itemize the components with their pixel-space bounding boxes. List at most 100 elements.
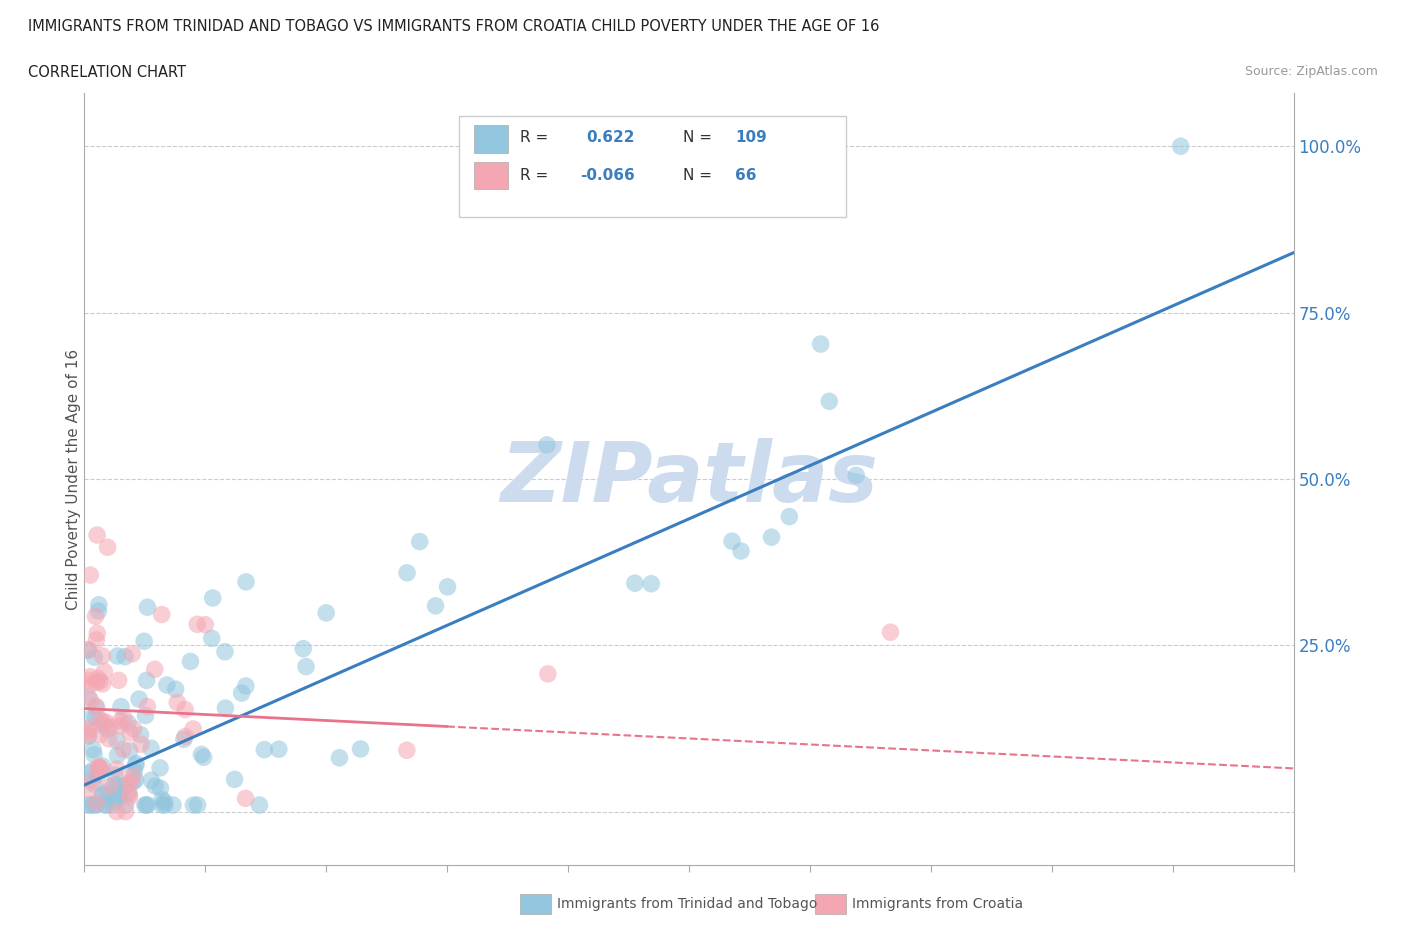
Text: Source: ZipAtlas.com: Source: ZipAtlas.com (1244, 65, 1378, 78)
Point (186, 617, 208, 631)
Point (82, 742, 104, 757)
Point (97, 539, 120, 554)
Point (396, 565, 419, 580)
Point (84, 609, 107, 624)
Point (181, 722, 204, 737)
Point (436, 579, 458, 594)
Point (77, 672, 100, 687)
Point (105, 762, 128, 777)
Point (235, 790, 257, 805)
Point (84, 698, 107, 713)
Point (87, 760, 110, 775)
Point (86, 675, 108, 690)
Point (267, 742, 290, 757)
Point (124, 772, 146, 787)
Point (86, 795, 108, 810)
Text: Immigrants from Trinidad and Tobago: Immigrants from Trinidad and Tobago (557, 897, 817, 911)
Point (86, 700, 108, 715)
Point (87, 604, 110, 618)
Point (879, 625, 901, 640)
FancyBboxPatch shape (460, 116, 846, 217)
Point (96, 798, 118, 813)
Point (845, 468, 868, 483)
Point (118, 790, 141, 804)
Point (77, 678, 100, 693)
Text: IMMIGRANTS FROM TRINIDAD AND TOBAGO VS IMMIGRANTS FROM CROATIA CHILD POVERTY UND: IMMIGRANTS FROM TRINIDAD AND TOBAGO VS I… (28, 19, 880, 33)
Point (778, 509, 800, 524)
Point (110, 699, 132, 714)
Point (97, 731, 120, 746)
Point (86, 527, 108, 542)
Point (103, 777, 125, 792)
Point (87, 597, 110, 612)
Point (107, 790, 129, 805)
Point (105, 804, 128, 819)
Point (118, 776, 141, 790)
Point (150, 607, 173, 622)
Point (90, 717, 112, 732)
Point (86, 632, 108, 647)
Point (235, 575, 257, 590)
Point (77, 711, 100, 726)
Point (77, 798, 100, 813)
Point (93, 664, 115, 679)
Point (89, 760, 111, 775)
Point (118, 743, 141, 758)
Point (201, 631, 224, 645)
Point (328, 751, 350, 765)
Point (79, 765, 101, 780)
Point (89, 712, 111, 727)
Point (114, 798, 136, 813)
Point (624, 576, 647, 591)
Text: R =: R = (520, 130, 548, 145)
Point (292, 642, 315, 657)
Point (108, 719, 131, 734)
Point (110, 785, 132, 800)
Point (818, 393, 841, 408)
Point (193, 750, 215, 764)
Point (135, 673, 157, 688)
Point (117, 715, 139, 730)
Text: N =: N = (683, 130, 711, 145)
Point (129, 737, 152, 751)
Point (122, 722, 145, 737)
Point (104, 767, 127, 782)
Point (77, 689, 100, 704)
Point (84, 711, 107, 725)
Point (136, 600, 159, 615)
Text: R =: R = (520, 168, 548, 183)
Point (150, 792, 173, 807)
Point (640, 577, 662, 591)
Text: 0.622: 0.622 (586, 130, 634, 145)
Point (810, 337, 832, 352)
Point (91, 759, 114, 774)
Point (134, 634, 156, 649)
Point (153, 794, 176, 809)
Point (425, 598, 447, 613)
Text: ZIPatlas: ZIPatlas (501, 438, 877, 520)
Point (249, 798, 271, 813)
Point (128, 692, 150, 707)
Point (83, 748, 105, 763)
Point (194, 618, 217, 632)
Y-axis label: Child Poverty Under the Age of 16: Child Poverty Under the Age of 16 (66, 349, 80, 609)
Point (94, 798, 117, 813)
Point (101, 798, 124, 813)
Point (91, 787, 114, 802)
Point (409, 534, 432, 549)
Point (89, 674, 111, 689)
Point (122, 768, 145, 783)
Point (98, 779, 121, 794)
Point (118, 787, 141, 802)
Point (149, 781, 172, 796)
Text: 66: 66 (735, 168, 756, 183)
Point (231, 685, 253, 700)
Point (150, 798, 173, 813)
Text: CORRELATION CHART: CORRELATION CHART (28, 65, 186, 80)
Point (214, 644, 236, 659)
Point (97, 784, 120, 799)
Text: 109: 109 (735, 130, 766, 145)
Point (315, 605, 337, 620)
Point (110, 713, 132, 728)
Point (114, 804, 136, 819)
